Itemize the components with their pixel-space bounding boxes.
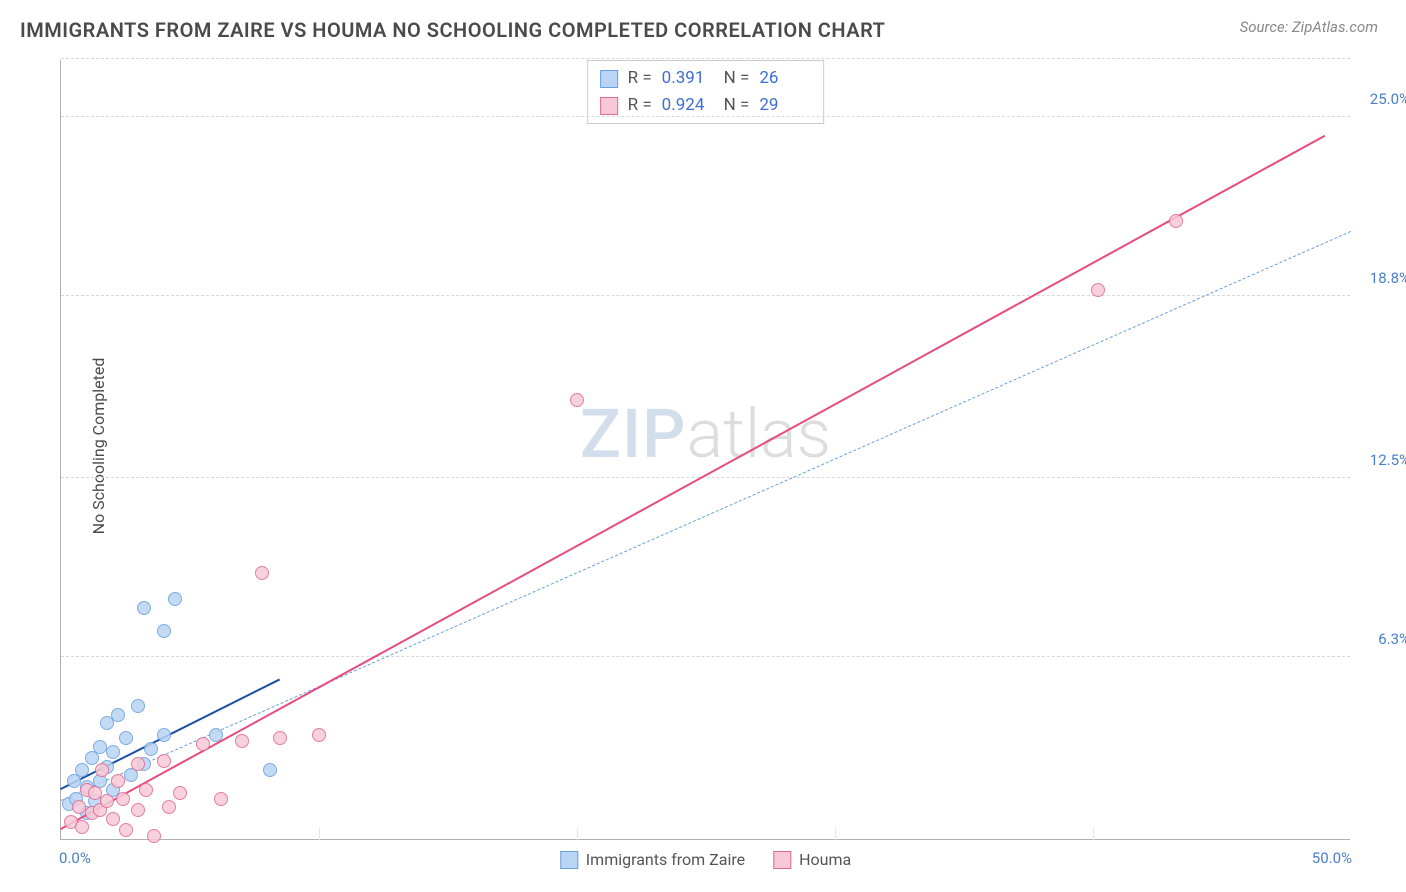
watermark: ZIPatlas (580, 394, 831, 474)
legend-swatch (773, 851, 791, 869)
y-tick-label: 25.0% (1355, 90, 1406, 108)
legend-row: R = 0.391 N = 26 (600, 65, 812, 92)
data-point (93, 740, 107, 754)
data-point (111, 774, 125, 788)
data-point (137, 601, 151, 615)
data-point (119, 731, 133, 745)
x-minor-tick (1093, 828, 1094, 840)
legend-swatch (560, 851, 578, 869)
legend-r-value: 0.391 (662, 65, 714, 92)
data-point (144, 742, 158, 756)
data-point (119, 823, 133, 837)
legend-label: Houma (799, 850, 851, 869)
legend-n-label: N = (724, 65, 750, 92)
correlation-legend: R =0.391N =26R =0.924N =29 (587, 60, 825, 124)
data-point (168, 592, 182, 606)
data-point (88, 786, 102, 800)
legend-swatch (600, 97, 618, 115)
legend-label: Immigrants from Zaire (586, 850, 745, 869)
legend-item: Houma (773, 850, 851, 869)
data-point (570, 393, 584, 407)
data-point (75, 763, 89, 777)
grid-line (61, 116, 1350, 117)
data-point (131, 699, 145, 713)
source-label: Source: ZipAtlas.com (1240, 18, 1378, 36)
legend-r-label: R = (628, 65, 652, 92)
x-minor-tick (835, 828, 836, 840)
legend-n-value: 26 (759, 65, 811, 92)
trend-line-dashed (61, 231, 1351, 801)
data-point (157, 624, 171, 638)
data-point (1169, 214, 1183, 228)
data-point (157, 728, 171, 742)
data-point (131, 803, 145, 817)
data-point (106, 745, 120, 759)
y-tick-label: 6.3% (1355, 630, 1406, 648)
data-point (263, 763, 277, 777)
data-point (157, 754, 171, 768)
y-tick-label: 12.5% (1355, 451, 1406, 469)
legend-item: Immigrants from Zaire (560, 850, 745, 869)
grid-line (61, 477, 1350, 478)
x-minor-tick (319, 828, 320, 840)
data-point (196, 737, 210, 751)
data-point (273, 731, 287, 745)
data-point (100, 794, 114, 808)
legend-swatch (600, 70, 618, 88)
scatter-plot: ZIPatlas R =0.391N =26R =0.924N =29 Immi… (60, 60, 1350, 840)
chart-title: IMMIGRANTS FROM ZAIRE VS HOUMA NO SCHOOL… (20, 18, 885, 42)
data-point (116, 792, 130, 806)
data-point (214, 792, 228, 806)
data-point (312, 728, 326, 742)
data-point (235, 734, 249, 748)
x-tick-label: 0.0% (59, 849, 91, 867)
grid-line (61, 295, 1350, 296)
series-legend: Immigrants from Zaire Houma (560, 850, 851, 869)
data-point (139, 783, 153, 797)
data-point (1091, 283, 1105, 297)
data-point (106, 812, 120, 826)
data-point (75, 820, 89, 834)
trend-line (60, 135, 1325, 830)
grid-line (61, 656, 1350, 657)
data-point (72, 800, 86, 814)
x-tick-label: 50.0% (1312, 849, 1352, 867)
grid-line (61, 58, 1350, 59)
data-point (173, 786, 187, 800)
data-point (162, 800, 176, 814)
data-point (131, 757, 145, 771)
data-point (111, 708, 125, 722)
data-point (255, 566, 269, 580)
data-point (95, 763, 109, 777)
x-minor-tick (577, 828, 578, 840)
y-tick-label: 18.8% (1355, 269, 1406, 287)
data-point (147, 829, 161, 843)
